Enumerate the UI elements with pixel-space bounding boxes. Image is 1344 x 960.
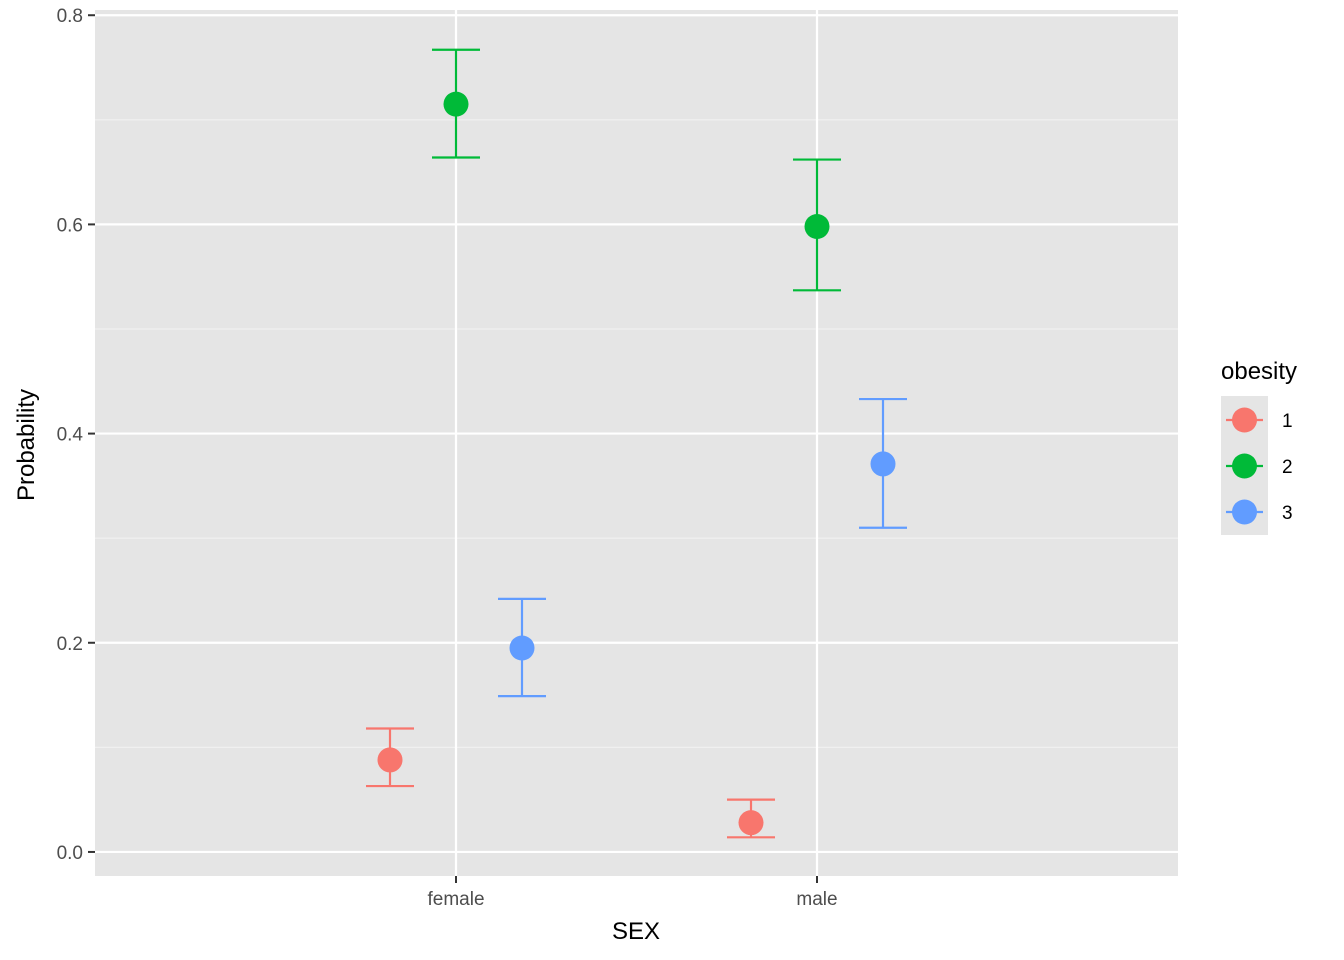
data-point bbox=[509, 635, 535, 661]
x-axis: female male bbox=[427, 876, 838, 910]
y-axis: 0.0 0.2 0.4 0.6 0.8 bbox=[57, 6, 95, 864]
y-tick-label: 0.6 bbox=[57, 215, 83, 236]
y-tick-label: 0.2 bbox=[57, 634, 83, 655]
y-tick-label: 0.4 bbox=[57, 425, 84, 446]
legend-label: 2 bbox=[1282, 457, 1293, 478]
y-axis-title: Probability bbox=[13, 389, 40, 501]
legend-label: 3 bbox=[1282, 503, 1293, 524]
x-tick-label: male bbox=[796, 889, 837, 910]
legend-key-point bbox=[1232, 499, 1257, 525]
legend-label: 1 bbox=[1282, 411, 1293, 432]
x-tick-label: female bbox=[427, 889, 484, 910]
legend: obesity 1 2 3 bbox=[1221, 358, 1297, 535]
y-tick-label: 0.0 bbox=[57, 843, 83, 864]
data-point bbox=[804, 214, 830, 239]
legend-keys: 1 2 3 bbox=[1221, 396, 1293, 535]
grid-minor bbox=[95, 119, 1178, 748]
points bbox=[377, 91, 896, 836]
grid-major bbox=[95, 10, 1178, 876]
legend-title: obesity bbox=[1221, 358, 1297, 385]
data-point bbox=[377, 747, 403, 773]
data-point bbox=[443, 91, 469, 117]
panel-background bbox=[95, 10, 1178, 876]
legend-key-point bbox=[1232, 407, 1257, 433]
data-point bbox=[738, 810, 764, 836]
x-axis-title: SEX bbox=[612, 918, 660, 945]
y-tick-label: 0.8 bbox=[57, 6, 83, 27]
legend-key-point bbox=[1232, 453, 1257, 479]
data-point bbox=[870, 451, 896, 477]
